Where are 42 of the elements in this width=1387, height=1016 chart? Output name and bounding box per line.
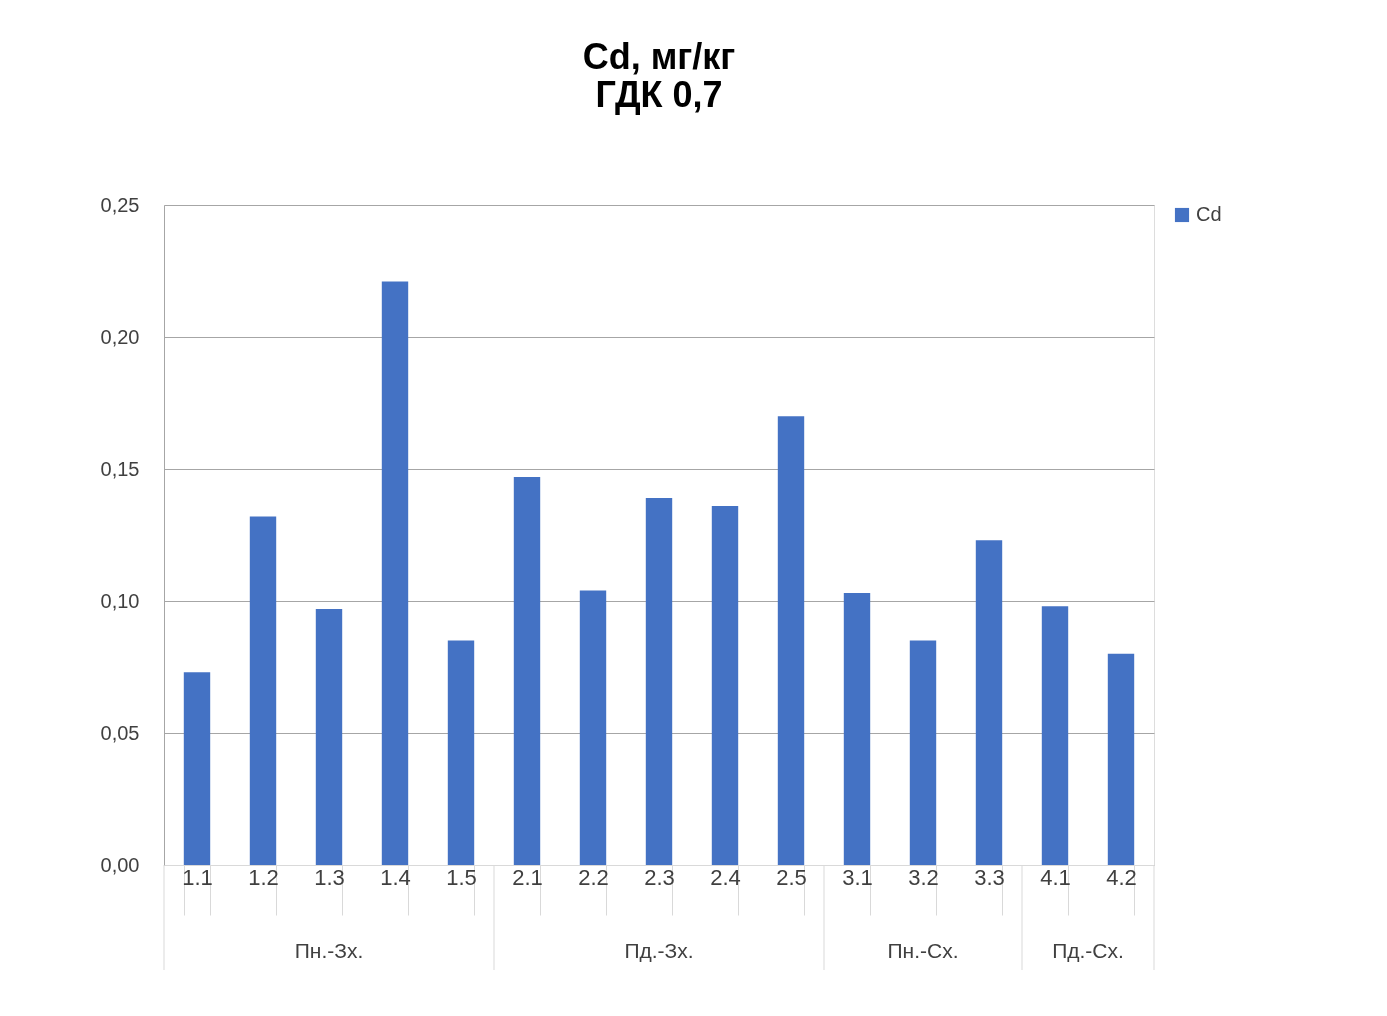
- y-tick-label: 0,10: [100, 589, 140, 612]
- text: Пд.-Сх.: [1052, 939, 1124, 962]
- x-tick-label: 1.1: [182, 864, 213, 890]
- y-tick-label: 0,05: [100, 721, 140, 744]
- bar: [249, 516, 277, 865]
- legend-label: Cd: [1196, 203, 1222, 225]
- text: Пн.-Зх.: [294, 939, 364, 962]
- x-tick-label: 1.4: [380, 864, 411, 890]
- y-tick-label: 0,25: [100, 193, 140, 216]
- bar: [513, 476, 541, 865]
- x-tick-label: 1.3: [314, 864, 345, 890]
- x-tick-label: 3.2: [908, 864, 939, 890]
- x-tick-label: 4.1: [1040, 864, 1071, 890]
- bar: [1041, 606, 1069, 865]
- x-tick-label: 3.3: [974, 864, 1005, 890]
- x-tick-label: 1.5: [446, 864, 477, 890]
- bar: [381, 281, 409, 865]
- y-tick-label: 0,20: [100, 325, 140, 348]
- bar: [315, 608, 343, 865]
- bar: [447, 640, 475, 865]
- bar: [645, 498, 673, 865]
- bar: [909, 640, 937, 865]
- bar: [711, 505, 739, 865]
- x-tick-label: 3.1: [842, 864, 873, 890]
- bar: [777, 416, 805, 865]
- text: Пд.-Зх.: [624, 939, 694, 962]
- bar: [579, 590, 607, 865]
- bar: [975, 540, 1003, 865]
- x-tick-label: 4.2: [1106, 864, 1137, 890]
- y-tick-label: 0,00: [100, 853, 140, 876]
- text: Пн.-Сх.: [887, 939, 959, 962]
- x-tick-label: 2.5: [776, 864, 807, 890]
- y-tick-label: 0,15: [100, 457, 140, 480]
- x-tick-label: 2.1: [512, 864, 543, 890]
- chart-title: Cd, мг/кг ГДК 0,7: [582, 36, 736, 115]
- bar: [843, 593, 871, 865]
- x-tick-label: 2.3: [644, 864, 675, 890]
- bar: [1107, 653, 1135, 865]
- bar: [183, 672, 211, 865]
- x-tick-label: 2.4: [710, 864, 741, 890]
- x-tick-label: 2.2: [578, 864, 609, 890]
- x-tick-label: 1.2: [248, 864, 279, 890]
